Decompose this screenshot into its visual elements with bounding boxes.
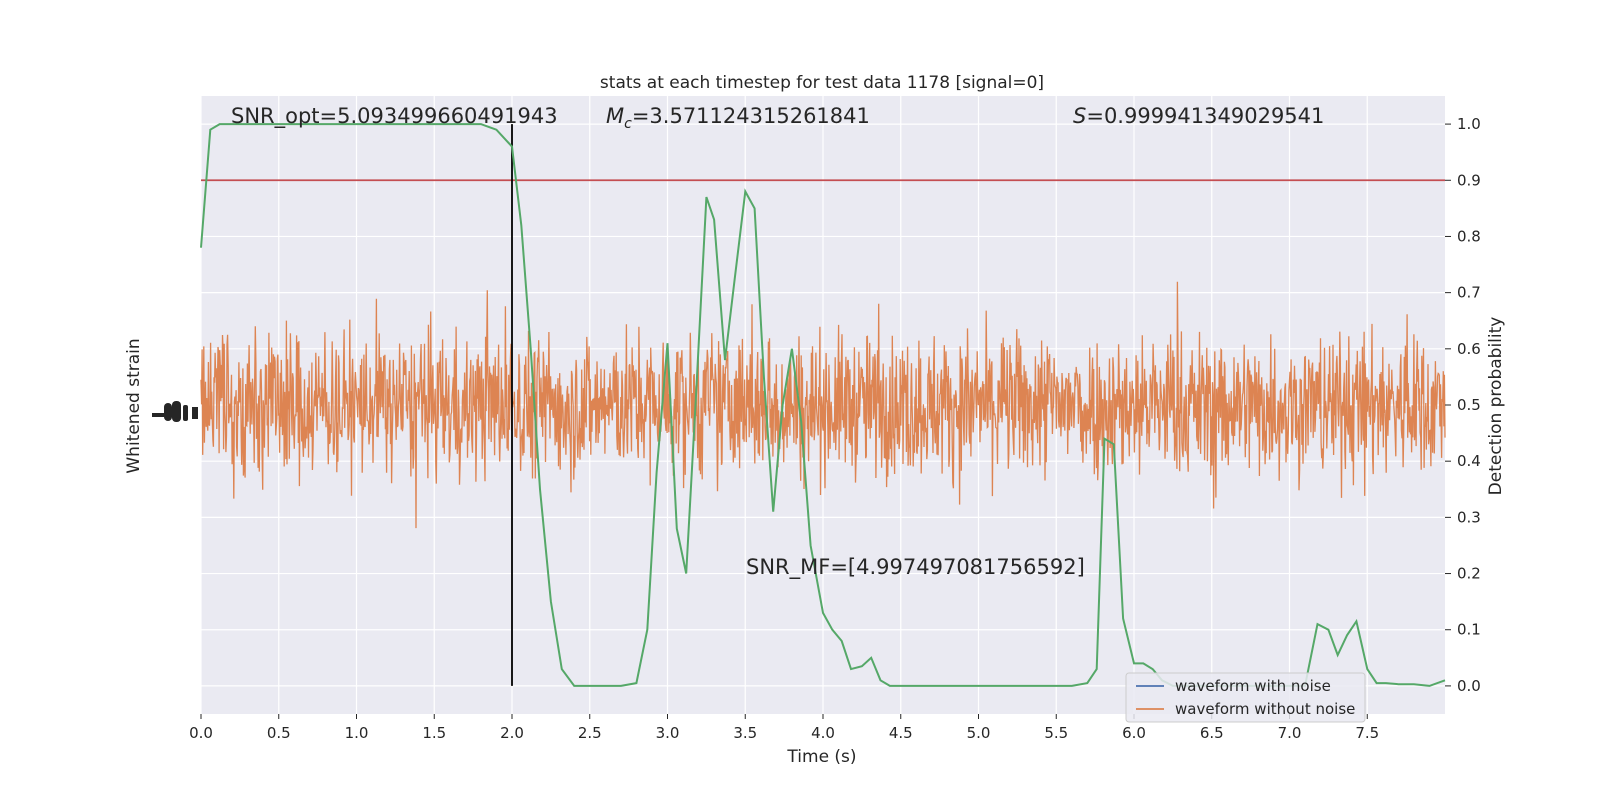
x-tick-label-6: 3.0 <box>656 724 680 742</box>
snr-mf-annotation: SNR_MF=[4.997497081756592] <box>746 555 1085 580</box>
x-tick-label-13: 6.5 <box>1200 724 1224 742</box>
y-tick-label-5: 0.5 <box>1457 396 1481 414</box>
x-tick-label-14: 7.0 <box>1278 724 1302 742</box>
x-tick-label-7: 3.5 <box>733 724 757 742</box>
x-tick-label-10: 5.0 <box>967 724 991 742</box>
x-tick-label-3: 1.5 <box>422 724 446 742</box>
x-tick-label-8: 4.0 <box>811 724 835 742</box>
x-tick-label-12: 6.0 <box>1122 724 1146 742</box>
x-tick-label-4: 2.0 <box>500 724 524 742</box>
x-tick-label-5: 2.5 <box>578 724 602 742</box>
y-tick-label-3: 0.3 <box>1457 508 1481 526</box>
y-axis-right-ticks: 0.0 0.1 0.2 0.3 0.4 0.5 0.6 0.7 0.8 0.9 1.0 <box>1445 115 1481 695</box>
y-tick-label-8: 0.8 <box>1457 227 1481 245</box>
y-axis-right-label: Detection probability <box>1486 317 1506 496</box>
y-tick-label-4: 0.4 <box>1457 452 1481 470</box>
strain-without-noise-line <box>200 281 1446 529</box>
x-axis-label: Time (s) <box>786 747 856 767</box>
x-tick-label-9: 4.5 <box>889 724 913 742</box>
y-tick-label-9: 0.9 <box>1457 171 1481 189</box>
x-axis-ticks: 0.0 0.5 1.0 1.5 2.0 2.5 3.0 3.5 4.0 4.5 5.0 5.5 6.0 6… <box>189 714 1379 742</box>
left-axis-ticks-collapsed <box>152 401 198 422</box>
y-tick-label-1: 0.1 <box>1457 621 1481 639</box>
x-tick-label-1: 0.5 <box>267 724 291 742</box>
legend: waveform with noise waveform without noi… <box>1125 672 1366 723</box>
s-statistic-annotation: S=0.999941349029541 <box>1073 104 1324 128</box>
legend-label-with-noise: waveform with noise <box>1175 677 1331 695</box>
x-tick-label-0: 0.0 <box>189 724 213 742</box>
y-tick-label-2: 0.2 <box>1457 565 1481 583</box>
y-tick-label-6: 0.6 <box>1457 340 1481 358</box>
x-tick-label-15: 7.5 <box>1355 724 1379 742</box>
y-tick-label-0: 0.0 <box>1457 677 1481 695</box>
y-axis-left-label: Whitened strain <box>124 338 144 473</box>
chirp-mass-annotation: Mc=3.571124315261841 <box>606 104 870 132</box>
y-tick-label-7: 0.7 <box>1457 284 1481 302</box>
y-tick-label-10: 1.0 <box>1457 115 1481 133</box>
snr-opt-annotation: SNR_opt=5.093499660491943 <box>231 104 558 129</box>
chart-title: stats at each timestep for test data 117… <box>600 73 1044 93</box>
legend-label-without-noise: waveform without noise <box>1175 700 1355 718</box>
x-tick-label-2: 1.0 <box>345 724 369 742</box>
strain-series <box>200 281 1446 529</box>
x-tick-label-11: 5.5 <box>1044 724 1068 742</box>
